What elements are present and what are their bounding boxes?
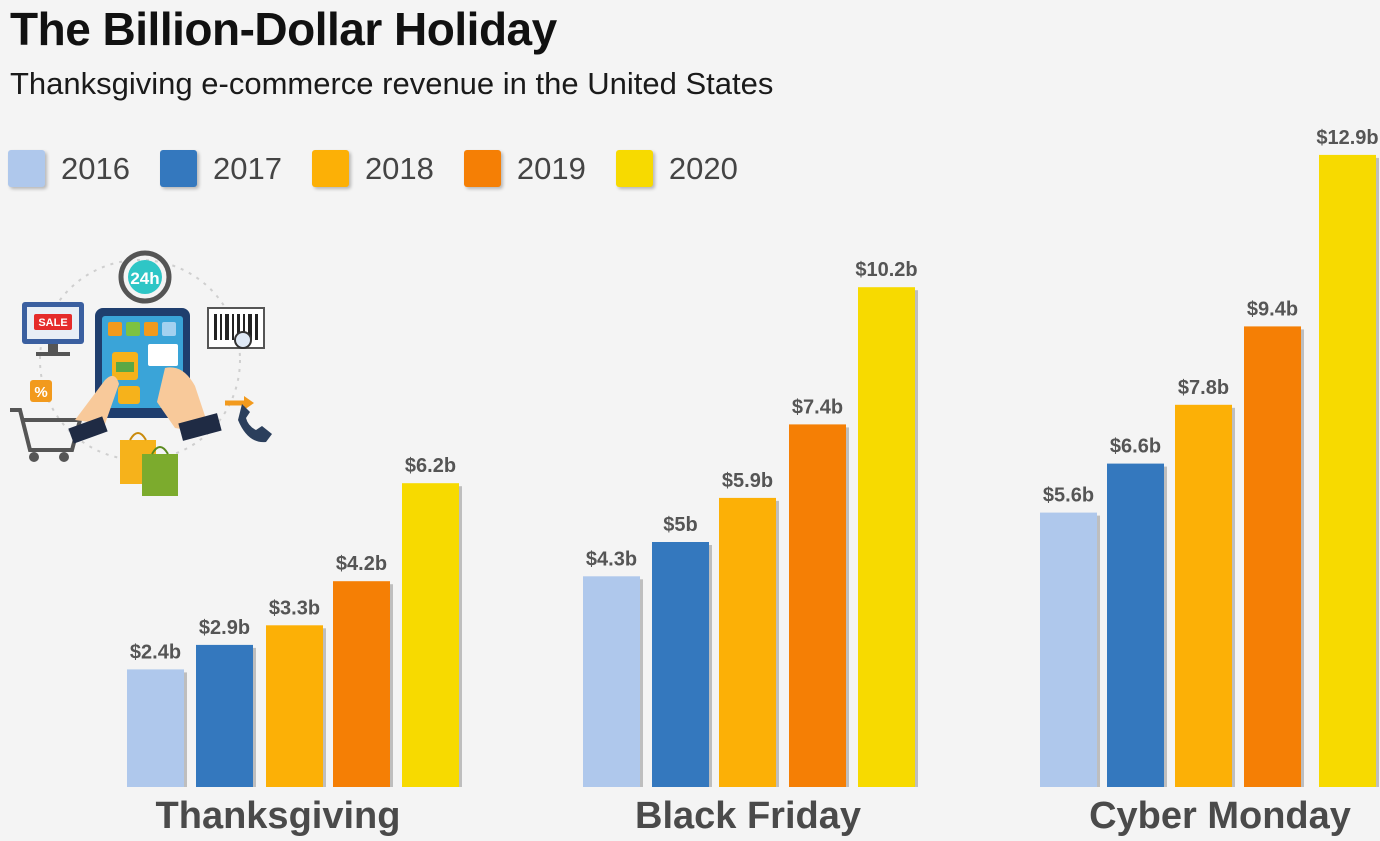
bar-cyber-monday-2018 [1175,404,1232,787]
value-label: $2.9b [199,617,250,639]
value-label: $6.6b [1110,436,1161,458]
category-label: Cyber Monday [1089,795,1351,837]
value-label: $10.2b [855,259,917,281]
hand-icon [157,367,222,441]
legend-item-2018: 2018 [311,150,434,187]
value-label: $7.8b [1178,377,1229,399]
value-label: $9.4b [1247,298,1298,320]
bar-cyber-monday-2017 [1107,463,1164,787]
value-label: $6.2b [405,455,456,477]
value-label: $5b [663,514,697,536]
value-label: $2.4b [130,641,181,663]
bar-thanksgiving-2020 [402,483,459,787]
clock-24h-icon: 24h [118,250,172,304]
legend-swatch-2018 [311,150,349,187]
bar-black-friday-2019 [789,424,846,787]
bar-black-friday-2017 [652,542,709,787]
bar-cyber-monday-2019 [1244,326,1301,787]
shopping-bags-icon [120,432,178,496]
bar-black-friday-2018 [719,497,776,787]
legend-label-2017: 2017 [212,150,282,186]
legend-label-2019: 2019 [516,150,586,186]
category-label: Black Friday [635,795,861,837]
value-label: $4.2b [336,553,387,575]
svg-text:SALE: SALE [38,317,67,329]
chart-title: The Billion-Dollar Holiday [10,3,557,55]
bar-cyber-monday-2016 [1040,512,1097,787]
hand-left-icon [68,375,119,444]
bar-thanksgiving-2018 [266,625,323,787]
bar-thanksgiving-2019 [333,581,390,787]
legend-item-2020: 2020 [615,150,738,187]
legend-swatch-2016 [8,150,45,187]
value-label: $5.9b [722,470,773,492]
value-label: $12.9b [1316,127,1378,149]
dotted-ring [39,259,241,461]
value-label: $7.4b [792,396,843,418]
legend-item-2019: 2019 [463,150,586,187]
legend-label-2016: 2016 [61,150,130,186]
legend-label-2020: 2020 [668,150,738,186]
value-label: $3.3b [269,597,320,619]
legend-item-2017: 2017 [159,150,282,187]
phone-arrow-icon [225,396,272,443]
monitor-sale-icon: SALE [22,302,84,356]
bar-cyber-monday-2020 [1319,154,1376,787]
barcode-icon [207,307,265,349]
bar-thanksgiving-2016 [127,669,184,787]
legend-label-2018: 2018 [364,150,434,186]
bar-black-friday-2020 [858,287,915,787]
bar-black-friday-2016 [583,576,640,787]
svg-text:%: % [34,384,47,401]
bar-thanksgiving-2017 [196,644,253,787]
value-label: $4.3b [586,548,637,570]
legend-swatch-2019 [463,150,501,187]
chart-subtitle: Thanksgiving e-commerce revenue in the U… [10,66,774,101]
cart-icon: % [10,380,83,462]
ecommerce-illustration: 24h SALE % [10,250,272,496]
svg-text:24h: 24h [130,269,159,288]
legend-swatch-2020 [615,150,653,187]
legend-swatch-2017 [159,150,197,187]
legend: 2016 2017 2018 2019 2020 [8,150,768,187]
category-label: Thanksgiving [156,795,401,837]
value-label: $5.6b [1043,485,1094,507]
legend-item-2016: 2016 [8,150,130,187]
